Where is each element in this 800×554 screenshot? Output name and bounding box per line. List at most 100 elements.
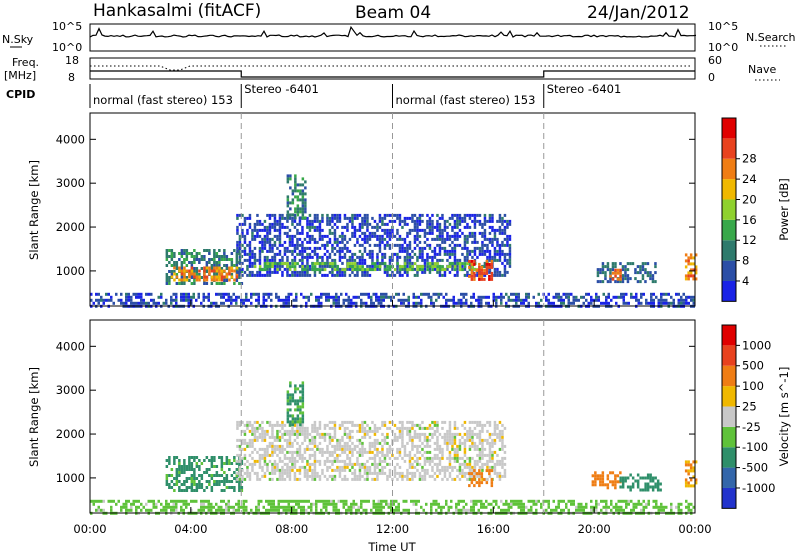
scatter-cell [493, 237, 497, 241]
scatter-cell [241, 447, 244, 451]
scatter-cell [311, 438, 314, 442]
scatter-cell [361, 474, 364, 478]
scatter-cell [222, 295, 225, 299]
scatter-cell [331, 258, 334, 262]
scatter-cell [363, 237, 367, 241]
scatter-cell [320, 301, 323, 305]
scatter-cell [381, 453, 384, 457]
scatter-cell [286, 402, 290, 406]
scatter-cell [358, 228, 362, 232]
scatter-cell [147, 301, 150, 305]
scatter-cell [417, 301, 420, 305]
scatter-cell [223, 483, 226, 486]
scatter-cell [288, 477, 292, 481]
scatter-cell [448, 265, 452, 269]
scatter-cell [341, 444, 344, 448]
scatter-cell [266, 468, 269, 472]
scatter-cell [203, 249, 206, 252]
scatter-cell [278, 237, 282, 241]
scatter-cell [173, 266, 176, 270]
scatter-cell [289, 177, 292, 181]
scatter-cell [185, 276, 189, 279]
scatter-cell [292, 505, 295, 509]
scatter-cell [622, 292, 625, 296]
scatter-cell [483, 438, 487, 442]
scatter-cell [276, 222, 279, 226]
scatter-cell [383, 438, 387, 442]
scatter-cell [485, 262, 489, 266]
scatter-cell [328, 441, 332, 445]
scatter-cell [246, 243, 249, 247]
scatter-cell [313, 474, 317, 478]
scatter-cell [335, 505, 338, 509]
scatter-cell [296, 468, 299, 472]
scatter-cell [228, 468, 231, 471]
scatter-cell [456, 237, 459, 241]
scatter-cell [470, 277, 474, 281]
scatter-cell [241, 420, 244, 424]
scatter-cell [602, 505, 605, 509]
scatter-cell [408, 456, 412, 460]
scatter-cell [436, 265, 439, 269]
scatter-cell [687, 259, 690, 263]
scatter-cell [337, 301, 340, 305]
scatter-cell [287, 295, 290, 299]
scatter-cell [407, 301, 410, 305]
scatter-cell [383, 435, 387, 439]
scatter-cell [456, 270, 459, 274]
scatter-cell [328, 252, 332, 256]
scatter-cell [236, 459, 239, 463]
scatter-cell [256, 426, 259, 430]
scatter-cell [498, 249, 502, 253]
scatter-cell [235, 279, 239, 282]
scatter-cell [265, 298, 268, 302]
scatter-cell [353, 252, 357, 256]
scatter-cell [266, 429, 269, 433]
scatter-cell [263, 432, 267, 436]
scatter-cell [198, 275, 201, 279]
scatter-cell [406, 441, 409, 445]
scatter-cell [235, 301, 238, 305]
scatter-cell [190, 269, 194, 273]
scatter-cell [233, 269, 236, 273]
scatter-cell [461, 423, 464, 427]
scatter-cell [343, 477, 347, 481]
scatter-cell [296, 402, 300, 406]
scatter-cell [266, 447, 269, 451]
scatter-cell [256, 459, 259, 463]
scatter-cell [213, 269, 216, 273]
scatter-cell [373, 462, 377, 466]
scatter-cell [506, 234, 509, 238]
scatter-cell [177, 499, 180, 503]
scatter-cell [417, 499, 420, 503]
scatter-cell [492, 499, 495, 503]
scatter-cell [692, 460, 695, 464]
scatter-cell [411, 213, 414, 217]
scatter-cell [380, 301, 383, 305]
scatter-cell [165, 252, 169, 255]
scatter-cell [448, 459, 452, 463]
scatter-cell [247, 298, 250, 302]
scatter-cell [366, 450, 369, 454]
scatter-cell [183, 480, 186, 483]
scatter-cell [606, 477, 610, 481]
scatter-cell [500, 499, 503, 503]
scatter-cell [507, 295, 510, 299]
scatter-cell [497, 295, 500, 299]
scatter-cell [416, 234, 419, 238]
scatter-cell [335, 295, 338, 299]
scatter-cell [660, 502, 663, 506]
scatter-cell [190, 255, 194, 258]
scatter-cell [413, 432, 417, 436]
scatter-cell [198, 252, 201, 255]
scatter-cell [501, 273, 504, 277]
scatter-cell [438, 237, 442, 241]
scatter-cell [293, 225, 297, 229]
scatter-cell [262, 505, 265, 509]
scatter-cell [317, 499, 320, 503]
scatter-cell [285, 508, 288, 512]
scatter-cell [408, 231, 412, 235]
scatter-cell [572, 295, 575, 299]
scatter-cell [173, 255, 176, 258]
scatter-cell [255, 505, 258, 509]
